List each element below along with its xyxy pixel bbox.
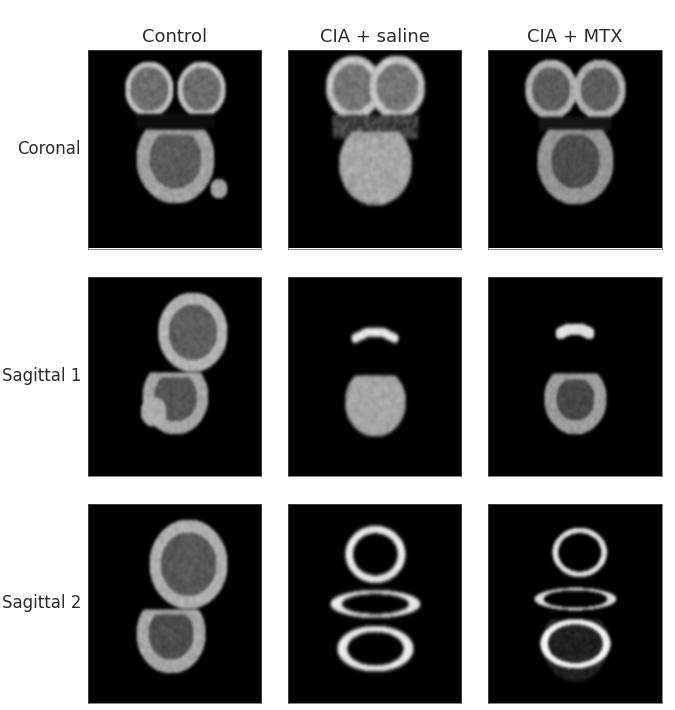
Text: CIA + saline: CIA + saline bbox=[320, 28, 429, 46]
Text: Sagittal 2: Sagittal 2 bbox=[1, 594, 81, 613]
Text: CIA + MTX: CIA + MTX bbox=[527, 28, 622, 46]
Text: Control: Control bbox=[142, 28, 207, 46]
Text: Coronal: Coronal bbox=[18, 140, 81, 158]
Text: Sagittal 1: Sagittal 1 bbox=[1, 367, 81, 386]
